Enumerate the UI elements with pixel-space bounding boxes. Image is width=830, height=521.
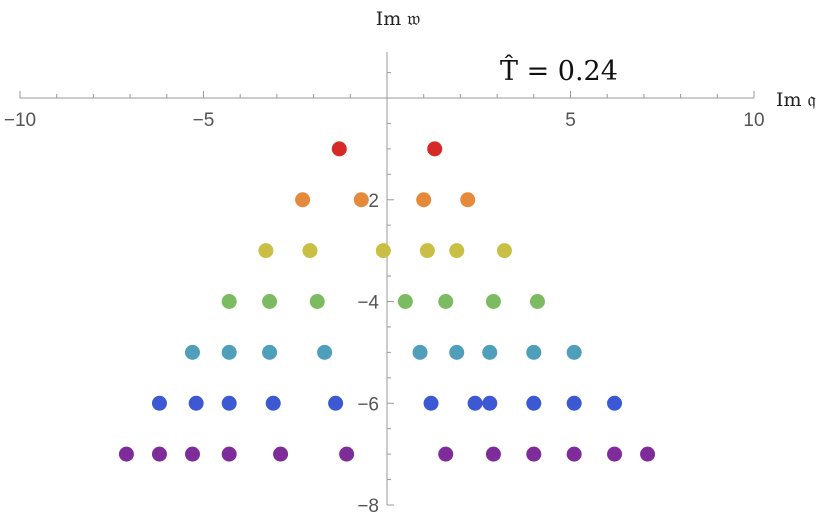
y-tick-label: −8 — [357, 496, 379, 517]
data-point — [566, 446, 582, 462]
data-point — [566, 344, 582, 360]
data-point — [353, 192, 369, 208]
data-point — [375, 243, 391, 259]
x-axis-title: Im 𝔮 — [776, 89, 816, 111]
data-point — [221, 446, 237, 462]
x-tick-label: −5 — [193, 110, 215, 131]
y-axis-title: Im 𝔴 — [376, 8, 421, 30]
data-point — [262, 294, 278, 309]
tick-marks — [19, 72, 755, 506]
data-point — [258, 243, 274, 259]
data-point — [151, 446, 167, 462]
data-point — [221, 344, 237, 360]
data-point — [273, 446, 289, 462]
data-point — [438, 446, 454, 462]
x-tick-label: 10 — [743, 110, 764, 131]
data-point — [317, 344, 333, 360]
data-point — [295, 192, 311, 208]
data-point — [331, 141, 347, 157]
data-point — [423, 395, 439, 411]
y-tick-label: −6 — [357, 394, 379, 415]
data-point — [460, 192, 476, 208]
data-point — [184, 344, 200, 360]
data-point — [482, 395, 498, 411]
data-point — [482, 344, 498, 360]
data-point — [529, 294, 545, 309]
data-point — [427, 141, 443, 157]
data-point — [184, 446, 200, 462]
data-point — [416, 192, 432, 208]
data-point — [485, 294, 501, 309]
data-point — [397, 294, 413, 309]
data-point — [526, 344, 542, 360]
data-point — [438, 294, 454, 309]
data-point — [449, 344, 465, 360]
axes — [20, 52, 754, 505]
data-point — [467, 395, 483, 411]
data-point — [118, 446, 134, 462]
y-tick-label: −4 — [357, 293, 379, 314]
data-point — [526, 446, 542, 462]
data-point — [607, 446, 623, 462]
data-point — [265, 395, 281, 411]
data-point — [309, 294, 325, 309]
data-point — [526, 395, 542, 411]
data-point — [221, 395, 237, 411]
data-point — [221, 294, 237, 309]
data-points — [118, 141, 656, 462]
data-point — [328, 395, 344, 411]
data-point — [151, 395, 167, 411]
data-point — [640, 446, 656, 462]
data-point — [449, 243, 465, 259]
data-point — [566, 395, 582, 411]
data-point — [262, 344, 278, 360]
data-point — [188, 395, 204, 411]
data-point — [339, 446, 355, 462]
x-tick-label: 5 — [565, 110, 576, 131]
data-point — [496, 243, 512, 259]
x-tick-label: −10 — [4, 110, 36, 131]
data-point — [419, 243, 435, 259]
data-point — [302, 243, 318, 259]
data-point — [485, 446, 501, 462]
temperature-annotation: T̂ = 0.24 — [500, 54, 618, 87]
data-point — [607, 395, 623, 411]
data-point — [412, 344, 428, 360]
